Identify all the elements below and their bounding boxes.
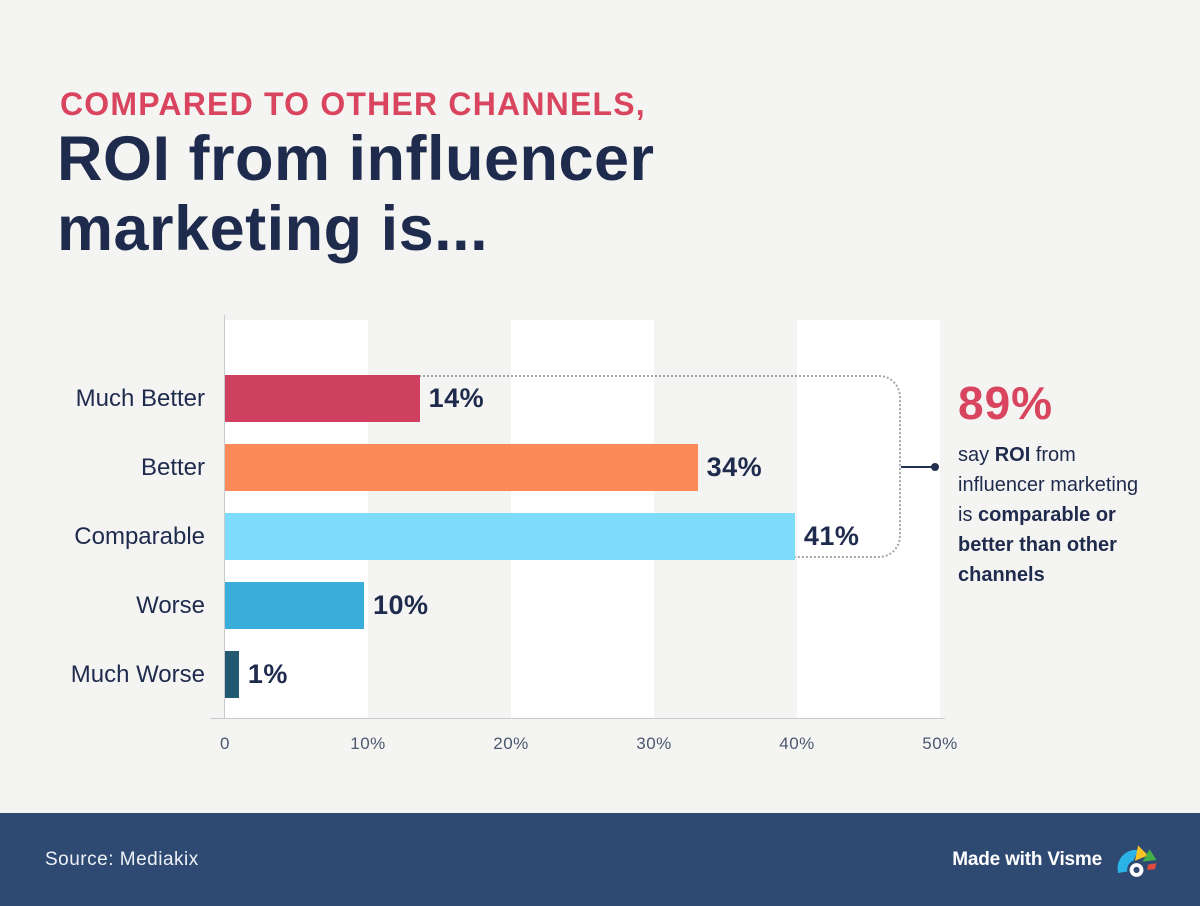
callout-connector-line (901, 466, 933, 468)
bar-better (225, 444, 698, 491)
visme-credit: Made with Visme (952, 840, 1158, 880)
category-label: Worse (136, 592, 205, 619)
page-title-line1: ROI from influencer (57, 124, 655, 194)
x-tick-50: 50% (922, 734, 958, 753)
value-label: 34% (706, 452, 763, 482)
callout-text: from (1030, 444, 1076, 466)
visme-logo-icon (1117, 844, 1157, 877)
bar-worse (225, 582, 364, 629)
value-label: 1% (247, 659, 288, 689)
callout-connector-dot (931, 463, 939, 471)
value-label: 41% (803, 521, 860, 551)
callout-text: is (958, 504, 978, 526)
category-label: Comparable (74, 523, 205, 550)
chart-row-comparable: Comparable 41% (0, 513, 1200, 560)
x-tick-20: 20% (493, 734, 529, 753)
footer-bar: Source: Mediakix Made with Visme (0, 813, 1200, 906)
source-credit: Source: Mediakix (45, 848, 199, 870)
bar-much-worse (225, 651, 239, 698)
x-tick-10: 10% (350, 734, 386, 753)
chart-row-much-better: Much Better 14% (0, 375, 1200, 422)
bar-much-better (225, 375, 420, 422)
callout-line: say ROI from (958, 440, 1193, 470)
page-title-line2: marketing is... (57, 194, 489, 264)
x-tick-30: 30% (636, 734, 672, 753)
chart-row-much-worse: Much Worse 1% (0, 651, 1200, 698)
bar-comparable (225, 513, 795, 560)
x-tick-0: 0 (220, 734, 230, 753)
chart-row-worse: Worse 10% (0, 582, 1200, 629)
callout-line: is comparable or (958, 500, 1193, 530)
category-label: Much Worse (70, 661, 205, 688)
callout-text-bold: ROI (994, 444, 1031, 466)
callout-line: influencer marketing (958, 470, 1193, 500)
callout-text: say (958, 444, 995, 466)
page-title: ROI from influencer marketing is... (57, 124, 655, 264)
callout-text: influencer marketing (958, 474, 1139, 496)
callout-text-bold: channels (958, 564, 1045, 586)
category-label: Much Better (75, 385, 205, 412)
plot-band-40-50 (797, 320, 940, 718)
value-label: 14% (428, 383, 485, 413)
callout-stat: 89% (958, 377, 1054, 429)
visme-credit-label: Made with Visme (952, 848, 1102, 870)
x-tick-40: 40% (779, 734, 815, 753)
value-label: 10% (373, 590, 429, 620)
y-axis-line (224, 315, 225, 718)
category-label: Better (140, 454, 205, 481)
chart-row-better: Better 34% (0, 444, 1200, 491)
callout-line: better than other (958, 530, 1193, 560)
kicker-heading: COMPARED TO OTHER CHANNELS, (60, 86, 646, 122)
callout-text-bold: comparable or (978, 504, 1116, 526)
callout-text-bold: better than other (958, 534, 1117, 556)
callout-line: channels (958, 560, 1193, 590)
callout-text-block: 89% say ROI from influencer marketing is… (958, 376, 1193, 590)
x-axis-line (210, 718, 945, 719)
